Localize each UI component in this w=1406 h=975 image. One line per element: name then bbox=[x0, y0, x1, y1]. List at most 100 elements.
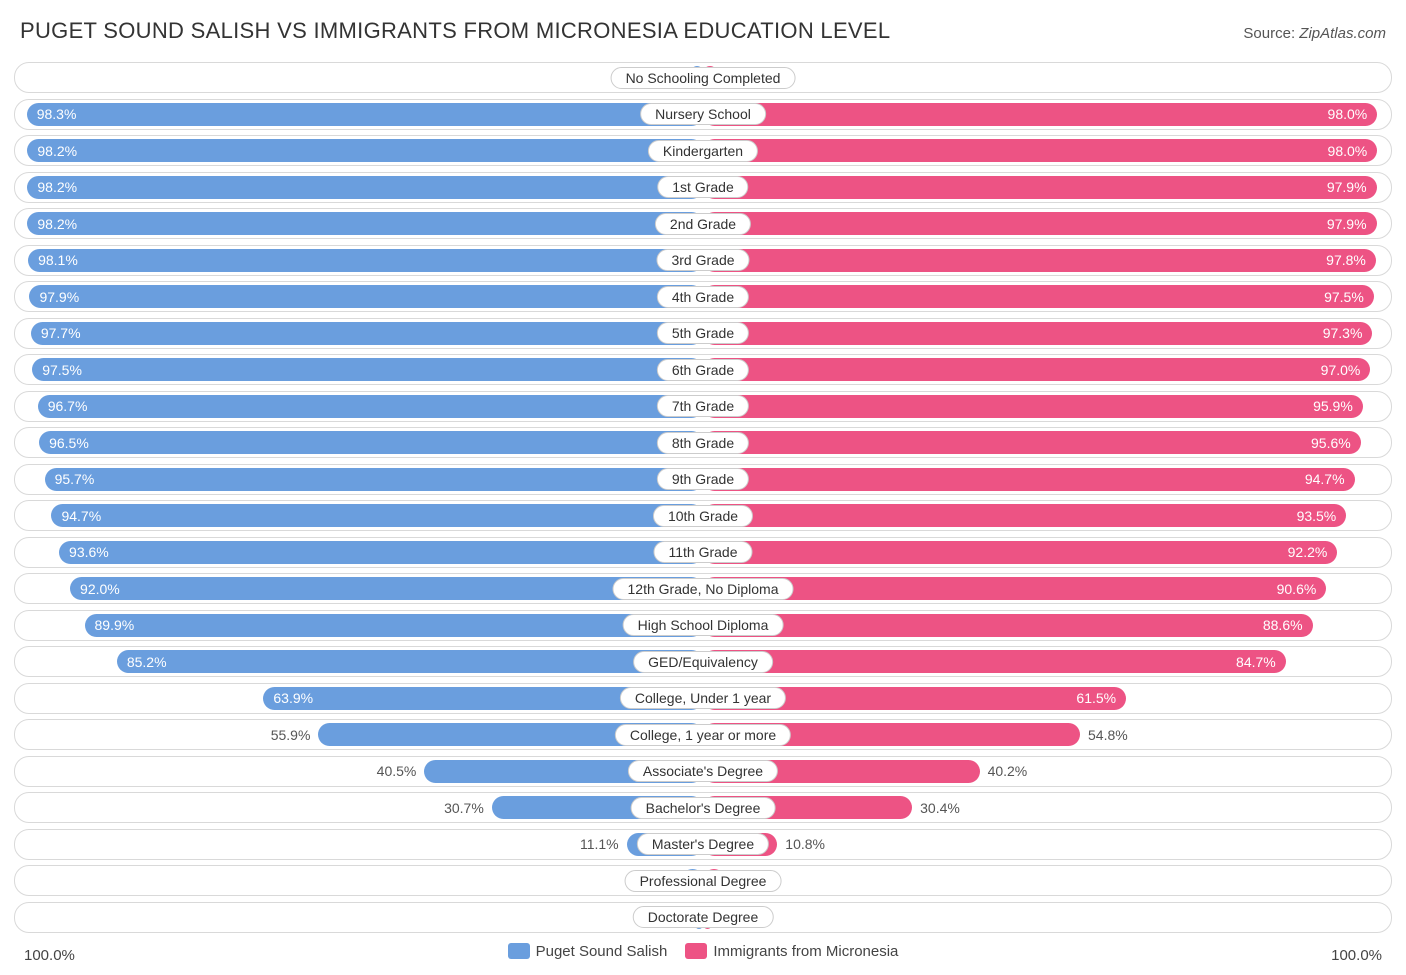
category-label: Kindergarten bbox=[648, 140, 758, 162]
bar-left: 98.2% bbox=[27, 176, 703, 199]
bar-left: 96.7% bbox=[38, 395, 703, 418]
category-label: GED/Equivalency bbox=[633, 651, 773, 673]
bar-left: 98.2% bbox=[27, 212, 703, 235]
bar-value-right: 90.6% bbox=[1267, 581, 1327, 597]
bar-left: 85.2% bbox=[117, 650, 703, 673]
bar-value-right: 40.2% bbox=[980, 763, 1038, 779]
bar-value-left: 98.2% bbox=[27, 143, 87, 159]
bar-value-left: 85.2% bbox=[117, 654, 177, 670]
bar-value-left: 92.0% bbox=[70, 581, 130, 597]
chart-title: PUGET SOUND SALISH VS IMMIGRANTS FROM MI… bbox=[20, 18, 890, 44]
chart-row: 98.2%97.9%2nd Grade bbox=[14, 208, 1392, 239]
bar-value-left: 93.6% bbox=[59, 544, 119, 560]
chart-row: 93.6%92.2%11th Grade bbox=[14, 537, 1392, 568]
category-label: Doctorate Degree bbox=[633, 906, 774, 928]
source-attribution: Source: ZipAtlas.com bbox=[1243, 25, 1386, 42]
bar-left: 98.2% bbox=[27, 139, 703, 162]
bar-value-right: 95.6% bbox=[1301, 435, 1361, 451]
source-name: ZipAtlas.com bbox=[1299, 25, 1386, 42]
bar-value-right: 30.4% bbox=[912, 800, 970, 816]
bar-right: 93.5% bbox=[703, 504, 1346, 527]
bar-right: 97.0% bbox=[703, 358, 1370, 381]
bar-value-right: 97.5% bbox=[1314, 289, 1374, 305]
chart-row: 97.7% 97.3%5th Grade bbox=[14, 318, 1392, 349]
bar-left: 98.3% bbox=[27, 103, 703, 126]
bar-right: 97.3% bbox=[703, 322, 1372, 345]
bar-left: 94.7% bbox=[51, 504, 703, 527]
bar-left: 97.7% bbox=[31, 322, 703, 345]
chart-row: 98.3% 98.0%Nursery School bbox=[14, 99, 1392, 130]
bar-left: 95.7% bbox=[45, 468, 703, 491]
legend-label-left: Puget Sound Salish bbox=[536, 943, 668, 960]
category-label: 3rd Grade bbox=[656, 249, 749, 271]
bar-value-right: 97.8% bbox=[1316, 252, 1376, 268]
chart-row: 3.1%3.2%Professional Degree bbox=[14, 865, 1392, 896]
bar-value-right: 84.7% bbox=[1226, 654, 1286, 670]
category-label: Master's Degree bbox=[637, 833, 769, 855]
chart-row: 96.5%95.6%8th Grade bbox=[14, 427, 1392, 458]
category-label: 10th Grade bbox=[653, 505, 753, 527]
bar-value-left: 98.2% bbox=[27, 179, 87, 195]
bar-right: 95.9% bbox=[703, 395, 1363, 418]
chart-row: 85.2% 84.7% GED/Equivalency bbox=[14, 646, 1392, 677]
chart-row: 92.0% 90.6% 12th Grade, No Diploma bbox=[14, 573, 1392, 604]
bar-value-right: 10.8% bbox=[777, 836, 835, 852]
bar-value-left: 97.9% bbox=[29, 289, 89, 305]
bar-left: 97.9% bbox=[29, 285, 703, 308]
bar-value-left: 98.3% bbox=[27, 106, 87, 122]
category-label: 7th Grade bbox=[657, 395, 749, 417]
bar-value-right: 95.9% bbox=[1303, 398, 1363, 414]
bar-value-left: 89.9% bbox=[85, 617, 145, 633]
bar-value-left: 95.7% bbox=[45, 471, 105, 487]
chart-row: 63.9% 61.5% College, Under 1 year bbox=[14, 683, 1392, 714]
bar-value-right: 61.5% bbox=[1066, 690, 1126, 706]
chart-row: 98.1%97.8%3rd Grade bbox=[14, 245, 1392, 276]
bar-left: 92.0% bbox=[70, 577, 703, 600]
chart-row: 97.9% 97.5% 4th Grade bbox=[14, 281, 1392, 312]
category-label: Associate's Degree bbox=[628, 760, 778, 782]
bar-value-right: 97.9% bbox=[1317, 216, 1377, 232]
bar-right: 95.6% bbox=[703, 431, 1361, 454]
bar-value-left: 40.5% bbox=[367, 763, 425, 779]
bar-value-left: 98.2% bbox=[27, 216, 87, 232]
bar-value-left: 11.1% bbox=[570, 836, 627, 852]
bar-value-left: 94.7% bbox=[51, 508, 111, 524]
bar-value-right: 97.9% bbox=[1317, 179, 1377, 195]
category-label: 1st Grade bbox=[657, 176, 748, 198]
bar-right: 98.0% bbox=[703, 139, 1377, 162]
bar-value-left: 97.7% bbox=[31, 325, 91, 341]
chart-row: 94.7% 93.5%10th Grade bbox=[14, 500, 1392, 531]
bar-right: 84.7% bbox=[703, 650, 1286, 673]
category-label: College, Under 1 year bbox=[620, 687, 786, 709]
category-label: 9th Grade bbox=[657, 468, 749, 490]
category-label: 12th Grade, No Diploma bbox=[613, 578, 794, 600]
bar-right: 94.7% bbox=[703, 468, 1355, 491]
bar-value-left: 55.9% bbox=[261, 727, 319, 743]
bar-right: 88.6% bbox=[703, 614, 1313, 637]
chart-row: 1.2%1.3%Doctorate Degree bbox=[14, 902, 1392, 933]
bar-right: 97.9% bbox=[703, 212, 1377, 235]
chart-row: 40.5% 40.2% Associate's Degree bbox=[14, 756, 1392, 787]
chart-row: 89.9%88.6%High School Diploma bbox=[14, 610, 1392, 641]
bar-right: 90.6% bbox=[703, 577, 1326, 600]
bar-right: 97.9% bbox=[703, 176, 1377, 199]
bar-right: 92.2% bbox=[703, 541, 1337, 564]
bar-right: 98.0% bbox=[703, 103, 1377, 126]
bar-left: 96.5% bbox=[39, 431, 703, 454]
category-label: 5th Grade bbox=[657, 322, 749, 344]
bar-value-left: 63.9% bbox=[263, 690, 323, 706]
bar-value-left: 97.5% bbox=[32, 362, 92, 378]
category-label: Nursery School bbox=[640, 103, 766, 125]
category-label: 4th Grade bbox=[657, 286, 749, 308]
chart-row: 95.7% 94.7% 9th Grade bbox=[14, 464, 1392, 495]
category-label: Bachelor's Degree bbox=[631, 797, 776, 819]
chart-row: 98.2% 97.9% 1st Grade bbox=[14, 172, 1392, 203]
bar-value-right: 94.7% bbox=[1295, 471, 1355, 487]
bar-left: 89.9% bbox=[85, 614, 704, 637]
chart-header: PUGET SOUND SALISH VS IMMIGRANTS FROM MI… bbox=[14, 18, 1392, 44]
bar-value-left: 96.5% bbox=[39, 435, 99, 451]
bar-left: 97.5% bbox=[32, 358, 703, 381]
axis-max-left: 100.0% bbox=[24, 947, 75, 964]
chart-row: 55.9%54.8%College, 1 year or more bbox=[14, 719, 1392, 750]
bar-right: 97.8% bbox=[703, 249, 1376, 272]
